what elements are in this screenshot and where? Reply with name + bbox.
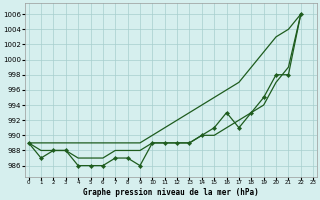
X-axis label: Graphe pression niveau de la mer (hPa): Graphe pression niveau de la mer (hPa) (83, 188, 259, 197)
